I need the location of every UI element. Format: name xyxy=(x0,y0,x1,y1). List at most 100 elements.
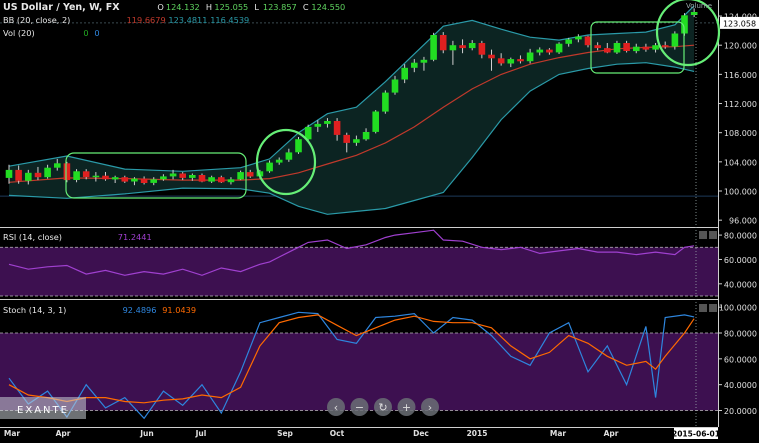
candle-body xyxy=(353,139,360,143)
candle-body xyxy=(690,12,698,15)
candle xyxy=(54,158,61,171)
candle-body xyxy=(575,36,582,40)
candle xyxy=(661,41,669,49)
forward-button-icon: + xyxy=(402,401,411,414)
candle-body xyxy=(391,79,399,93)
back-button-icon: − xyxy=(355,401,364,414)
stoch-tick-label: 60.0000 xyxy=(724,355,757,364)
candle xyxy=(218,175,225,183)
time-axis-label: Mar xyxy=(4,429,21,438)
time-axis-label: Sep xyxy=(277,429,293,438)
candle xyxy=(304,124,312,141)
bb-upper-value: 123.4811 xyxy=(168,15,207,25)
candle xyxy=(34,166,42,181)
candle-body xyxy=(604,48,611,53)
candle-body xyxy=(497,58,505,64)
zoom-out-button[interactable] xyxy=(327,398,345,416)
stoch-k-value: 92.4896 xyxy=(123,305,157,315)
candle xyxy=(459,39,466,54)
candle xyxy=(121,175,129,183)
candle-body xyxy=(63,163,71,181)
candle-body xyxy=(478,43,486,55)
candle xyxy=(565,37,572,47)
candle xyxy=(198,173,206,183)
candle-body xyxy=(420,59,428,63)
pane-move-down-button[interactable] xyxy=(709,304,717,312)
candle-body xyxy=(594,45,601,49)
candle-body xyxy=(275,159,283,163)
pane-move-down-button[interactable] xyxy=(709,231,717,239)
rsi-tick-label: 80.0000 xyxy=(724,232,757,241)
candle-body xyxy=(411,62,418,68)
candle xyxy=(584,35,592,48)
annotations xyxy=(65,0,721,199)
candle-body xyxy=(488,54,495,59)
candle-body xyxy=(150,179,157,183)
candle xyxy=(295,137,302,154)
candle xyxy=(169,169,177,180)
candle-body xyxy=(343,134,350,143)
candle-body xyxy=(449,45,457,51)
back-button[interactable] xyxy=(350,398,369,416)
candle xyxy=(324,118,331,128)
consolidation-box xyxy=(65,152,247,199)
candle-body xyxy=(121,177,129,182)
rsi-label[interactable]: RSI (14, close) xyxy=(3,232,62,242)
candle xyxy=(25,169,32,185)
time-axis-label: Oct xyxy=(330,429,345,438)
candle-body xyxy=(102,175,109,180)
candle xyxy=(314,120,322,132)
candle xyxy=(439,32,447,54)
candle xyxy=(430,32,437,62)
candle xyxy=(488,49,495,71)
symbol-title[interactable]: US Dollar / Yen, W, FX xyxy=(3,2,120,13)
time-axis-bg xyxy=(0,427,759,439)
pane-move-up-button[interactable] xyxy=(699,231,707,239)
stoch-tick-label: 80.0000 xyxy=(724,330,757,339)
watermark-box xyxy=(0,397,86,419)
bb-lower-value: 116.4539 xyxy=(210,15,249,25)
candle xyxy=(15,165,22,184)
price-tick-label: 116.000 xyxy=(724,71,757,80)
candle xyxy=(594,42,601,51)
candle-body xyxy=(34,172,42,178)
candle-body xyxy=(169,173,177,177)
candle-body xyxy=(227,179,235,183)
vol-value-a: 0 xyxy=(83,28,88,38)
current-date-badge xyxy=(674,428,718,439)
current-date-label: 2015-06-01 xyxy=(672,430,720,439)
forward-button[interactable] xyxy=(397,398,416,416)
candle-body xyxy=(652,45,659,50)
reset-button[interactable] xyxy=(374,398,392,416)
vol-label[interactable]: Vol (20) xyxy=(3,28,35,38)
bb-label[interactable]: BB (20, close, 2) xyxy=(3,15,70,25)
candle-body xyxy=(246,172,254,177)
candle xyxy=(275,157,283,165)
vol-value-b: 0 xyxy=(94,28,99,38)
pane-move-up-button[interactable] xyxy=(699,304,707,312)
stoch-label[interactable]: Stoch (14, 3, 1) xyxy=(3,305,66,315)
candle-body xyxy=(468,43,476,49)
candle xyxy=(227,177,235,185)
candle-body xyxy=(189,175,196,178)
candle-body xyxy=(623,43,630,51)
zoom-in-button[interactable] xyxy=(421,398,439,416)
candle xyxy=(179,172,186,181)
time-axis-label: 2015 xyxy=(467,429,488,438)
price-tick-label: 104.000 xyxy=(724,158,757,167)
candle xyxy=(468,40,476,51)
price-tick-label: 96.000 xyxy=(729,217,757,226)
candle-body xyxy=(671,33,679,47)
candle-body xyxy=(25,172,32,181)
candle xyxy=(131,177,138,186)
candle xyxy=(140,176,148,185)
candle xyxy=(5,164,13,184)
zoom-in-button-icon: › xyxy=(428,401,432,414)
candle-body xyxy=(507,59,515,64)
price-tick-label: 100.000 xyxy=(724,188,757,197)
candle xyxy=(102,172,109,181)
candle-body xyxy=(642,46,650,50)
candle xyxy=(333,118,341,141)
